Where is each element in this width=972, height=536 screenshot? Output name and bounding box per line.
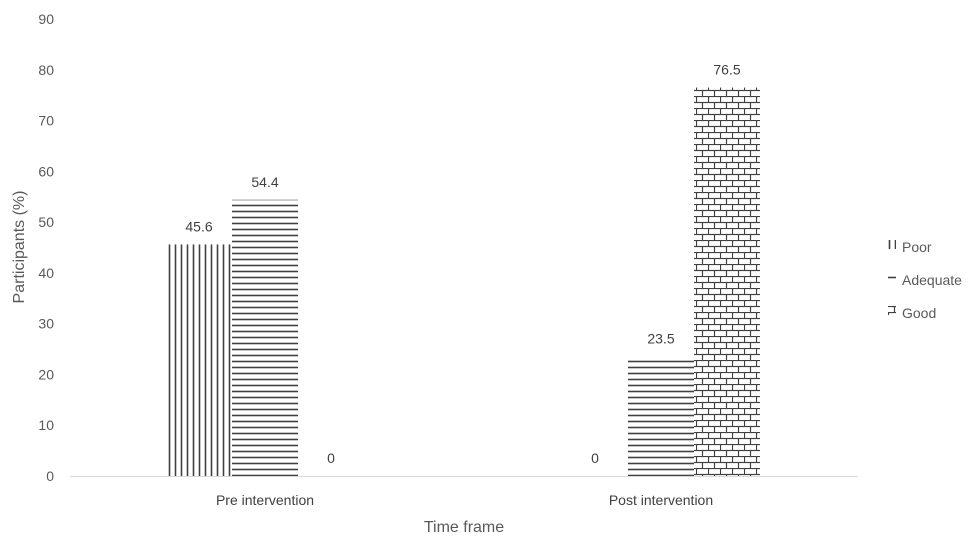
- bar-adequate-post: [628, 356, 694, 476]
- x-axis-title: Time frame: [424, 519, 504, 536]
- data-label: 54.4: [251, 174, 278, 190]
- x-category-label: Post intervention: [609, 492, 713, 508]
- bar-poor-pre: [166, 244, 232, 476]
- legend-swatch-poor: [888, 240, 896, 249]
- bars: [166, 87, 760, 477]
- y-axis-title: Participants (%): [11, 191, 28, 304]
- y-tick-label: 30: [38, 316, 54, 332]
- y-tick-label: 40: [38, 265, 54, 281]
- y-tick-label: 60: [38, 163, 54, 179]
- legend-label-good: Good: [902, 305, 936, 321]
- y-tick-label: 10: [38, 417, 54, 433]
- y-tick-label: 80: [38, 62, 54, 78]
- legend-swatch-good: [888, 306, 896, 315]
- y-tick-label: 70: [38, 113, 54, 129]
- legend-label-poor: Poor: [902, 239, 932, 255]
- y-tick-label: 0: [46, 468, 54, 484]
- y-tick-label: 50: [38, 214, 54, 230]
- bar-adequate-pre: [232, 199, 298, 476]
- category-labels: Pre intervention Post intervention: [216, 492, 713, 508]
- y-tick-label: 20: [38, 366, 54, 382]
- data-label: 0: [327, 450, 335, 466]
- legend-label-adequate: Adequate: [902, 272, 962, 288]
- data-label: 76.5: [713, 62, 740, 78]
- legend: Poor Adequate Good: [888, 239, 962, 321]
- legend-swatch-adequate: [888, 273, 896, 282]
- y-axis-ticks: 0 10 20 30 40 50 60 70 80 90: [38, 11, 54, 484]
- bar-good-post: [694, 87, 760, 477]
- x-category-label: Pre intervention: [216, 492, 314, 508]
- data-labels: 45.6 54.4 0 0 23.5 76.5: [185, 62, 740, 466]
- data-label: 23.5: [647, 331, 674, 347]
- data-label: 45.6: [185, 218, 212, 234]
- y-tick-label: 90: [38, 11, 54, 27]
- data-label: 0: [591, 450, 599, 466]
